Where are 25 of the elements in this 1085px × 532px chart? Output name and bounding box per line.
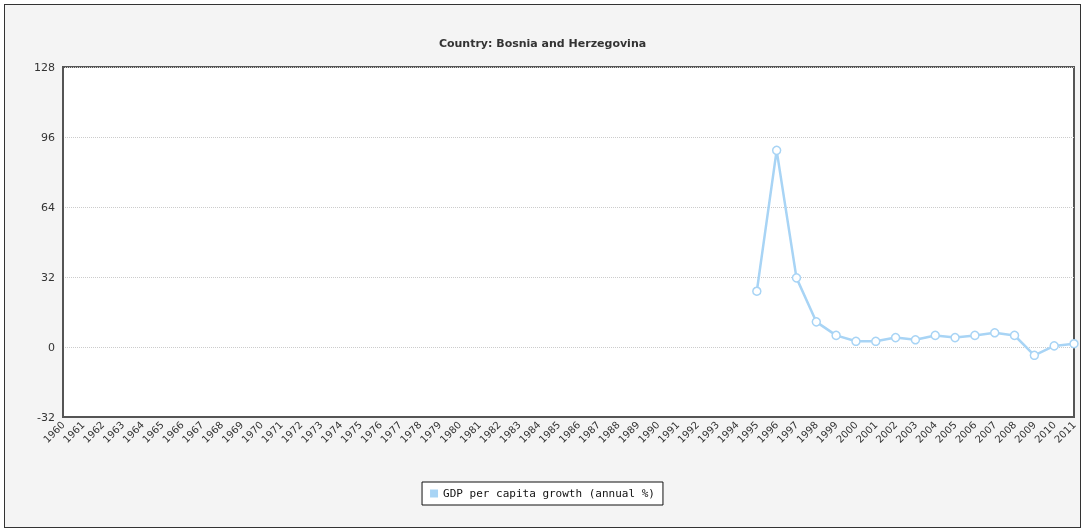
point bbox=[1069, 338, 1079, 349]
y-tick-label: 64 bbox=[41, 200, 55, 214]
point bbox=[1049, 341, 1059, 351]
point bbox=[771, 145, 782, 156]
point bbox=[910, 335, 921, 345]
point bbox=[950, 332, 960, 343]
point bbox=[1029, 350, 1040, 361]
point bbox=[851, 336, 861, 347]
point bbox=[752, 286, 762, 296]
legend-label: GDP per capita growth (annual %) bbox=[443, 487, 655, 500]
point bbox=[791, 273, 802, 283]
point bbox=[970, 330, 980, 341]
point bbox=[871, 336, 881, 347]
y-tick-label: 0 bbox=[48, 340, 55, 354]
y-tick-label: -32 bbox=[37, 410, 55, 424]
point bbox=[831, 330, 841, 341]
point bbox=[811, 317, 822, 327]
y-tick-label: 96 bbox=[41, 130, 55, 144]
point bbox=[989, 328, 1000, 338]
point bbox=[930, 330, 940, 341]
chart-title: Country: Bosnia and Herzegovina bbox=[438, 37, 647, 50]
y-tick-label: 32 bbox=[41, 270, 55, 284]
point bbox=[1009, 330, 1020, 341]
point bbox=[890, 332, 901, 343]
y-tick-label: 128 bbox=[34, 60, 55, 74]
